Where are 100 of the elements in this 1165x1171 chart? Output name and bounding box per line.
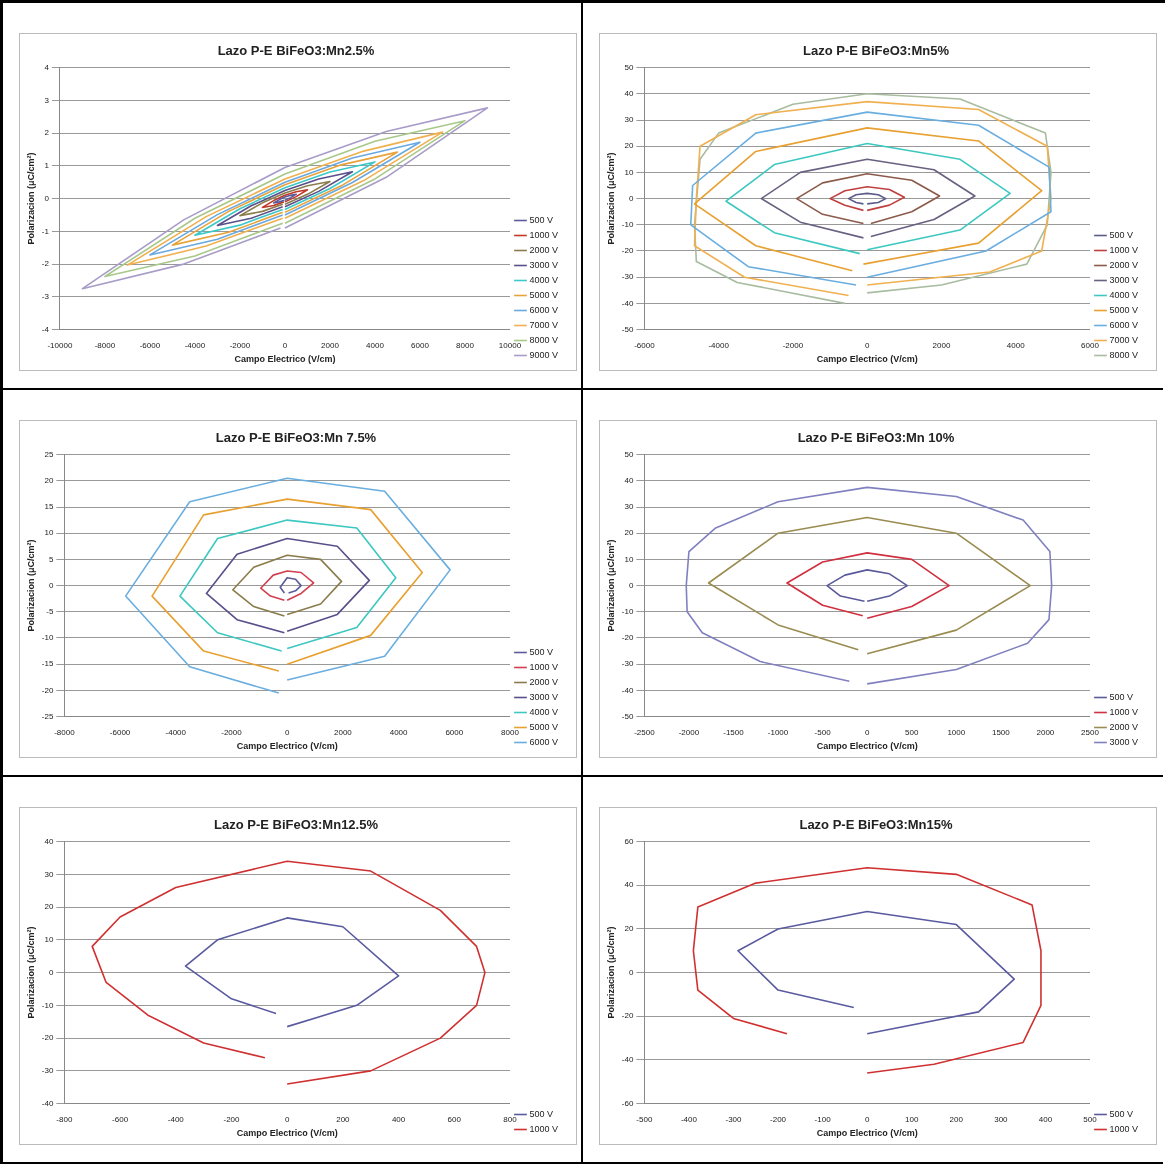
x-axis-title: Campo Electrico (V/cm) (234, 354, 336, 365)
y-tick-label: -40 (621, 685, 634, 695)
x-tick-label: 0 (864, 1114, 870, 1124)
x-tick-label: -100 (814, 1114, 832, 1124)
x-tick-label: 300 (994, 1114, 1009, 1124)
y-tick-label: -3 (41, 292, 50, 302)
y-tick-label: 20 (624, 141, 634, 151)
y-tick-label: 0 (48, 967, 54, 977)
x-tick-label: 10000 (498, 340, 522, 350)
x-tick-label: -10000 (47, 340, 73, 350)
x-tick-label: -8000 (94, 340, 116, 350)
x-tick-label: -6000 (634, 340, 656, 350)
y-axis-title: Polarizacion (μC/cm²) (25, 926, 36, 1019)
y-tick-label: -20 (621, 1011, 634, 1021)
legend-label: 4000 V (529, 274, 559, 285)
x-tick-label: 8000 (501, 727, 520, 737)
y-tick-label: -25 (41, 711, 54, 721)
x-tick-label: -500 (636, 1114, 653, 1124)
y-tick-label: -10 (621, 220, 634, 229)
x-tick-label: -400 (680, 1114, 698, 1124)
legend-label: 500 V (1109, 691, 1134, 702)
y-tick-label: -4 (41, 324, 50, 334)
y-tick-label: 40 (624, 89, 634, 98)
y-tick-label: 0 (628, 580, 634, 590)
legend-label: 500 V (529, 646, 554, 657)
x-tick-label: -2000 (782, 340, 804, 350)
y-tick-label: -20 (41, 1033, 54, 1043)
y-axis-title: Polarizacion (μC/cm²) (605, 539, 616, 632)
y-tick-label: -30 (41, 1066, 54, 1076)
y-tick-label: -1 (41, 226, 50, 236)
legend-label: 6000 V (529, 304, 559, 315)
x-tick-label: 400 (391, 1114, 406, 1124)
x-tick-label: -400 (167, 1114, 185, 1124)
x-tick-label: 4000 (366, 340, 385, 350)
legend-label: 2000 V (529, 244, 559, 255)
chart-title: Lazo P-E BiFeO3:Mn2.5% (217, 43, 375, 59)
y-tick-label: -30 (621, 272, 634, 282)
y-axis-title: Polarizacion (μC/cm²) (605, 152, 616, 245)
x-tick-label: -2000 (229, 340, 251, 350)
legend-label: 500 V (1109, 229, 1134, 240)
x-tick-label: 500 (905, 727, 919, 737)
chart-title: Lazo P-E BiFeO3:Mn 7.5% (215, 430, 377, 446)
y-tick-label: 30 (624, 115, 634, 125)
y-tick-label: 20 (624, 924, 634, 934)
y-tick-label: 40 (624, 880, 634, 890)
x-tick-label: -2000 (221, 727, 243, 737)
x-axis-title: Campo Electrico (V/cm) (236, 741, 338, 752)
legend-label: 5000 V (529, 289, 559, 300)
y-tick-label: -10 (41, 1000, 54, 1010)
legend-label: 9000 V (529, 349, 559, 360)
x-tick-label: 100 (905, 1114, 919, 1124)
x-tick-label: 2000 (932, 340, 951, 350)
y-tick-label: 5 (48, 554, 54, 564)
y-tick-label: 3 (44, 95, 50, 105)
y-axis-title: Polarizacion (μC/cm²) (25, 152, 36, 245)
legend-label: 1000 V (1109, 706, 1139, 717)
y-tick-label: 60 (624, 836, 634, 846)
x-tick-label: 200 (949, 1114, 964, 1124)
chart-title: Lazo P-E BiFeO3:Mn 10% (797, 430, 955, 446)
y-tick-label: -40 (41, 1098, 54, 1108)
x-tick-label: -600 (112, 1114, 129, 1124)
x-tick-label: -200 (770, 1114, 787, 1124)
x-tick-label: 0 (284, 727, 290, 737)
x-tick-label: -4000 (708, 340, 730, 350)
y-tick-label: -60 (621, 1098, 634, 1108)
x-tick-label: 0 (282, 340, 288, 350)
y-tick-label: 10 (44, 935, 54, 945)
y-tick-label: 20 (44, 476, 54, 485)
legend-label: 2000 V (529, 676, 559, 687)
x-tick-label: 6000 (411, 340, 430, 350)
x-tick-label: -4000 (184, 340, 206, 350)
x-tick-label: -8000 (54, 727, 76, 737)
y-tick-label: -50 (621, 324, 634, 334)
y-tick-label: 20 (624, 528, 634, 538)
legend-label: 7000 V (529, 319, 559, 330)
x-tick-label: 0 (284, 1114, 290, 1124)
y-tick-label: -10 (41, 633, 54, 643)
legend-label: 500 V (1109, 1108, 1134, 1119)
x-tick-label: -6000 (109, 727, 131, 737)
y-tick-label: 4 (44, 62, 50, 72)
x-tick-label: 6000 (445, 727, 464, 737)
x-tick-label: 400 (1038, 1114, 1053, 1124)
x-tick-label: 2000 (333, 727, 353, 737)
legend-label: 1000 V (529, 229, 559, 240)
x-axis-title: Campo Electrico (V/cm) (816, 1128, 918, 1139)
y-tick-label: 30 (44, 869, 54, 879)
x-tick-label: 2500 (1081, 727, 1100, 737)
x-tick-label: 4000 (389, 727, 409, 737)
y-tick-label: 2 (44, 128, 50, 138)
x-tick-label: -500 (814, 727, 832, 737)
legend-label: 3000 V (529, 691, 559, 702)
x-tick-label: 2000 (1036, 727, 1055, 737)
y-tick-label: -5 (46, 607, 54, 616)
y-tick-label: 0 (628, 193, 634, 203)
y-axis-title: Polarizacion (μC/cm²) (25, 539, 36, 632)
y-tick-label: -30 (621, 659, 634, 669)
y-tick-label: -20 (621, 633, 634, 643)
x-tick-label: -4000 (165, 727, 187, 737)
y-tick-label: -2 (41, 259, 50, 269)
x-tick-label: -2500 (634, 727, 656, 737)
